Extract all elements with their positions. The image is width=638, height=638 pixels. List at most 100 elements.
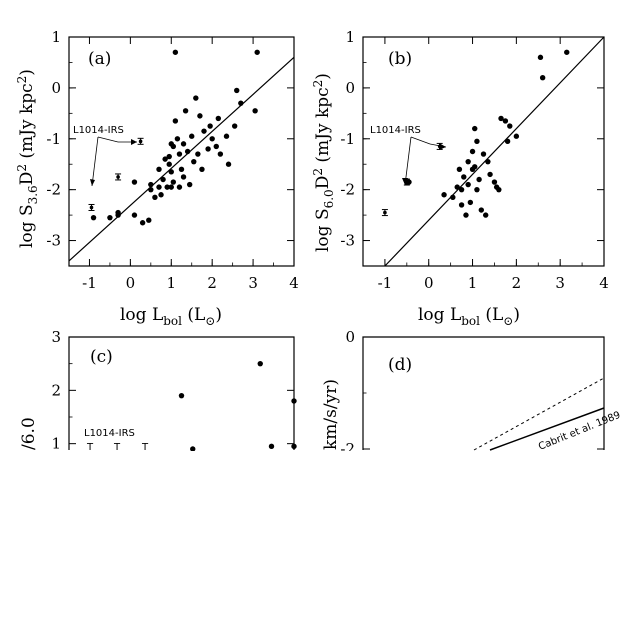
panel-c-ul-2: T xyxy=(113,442,121,453)
xlabel-b-main: log L xyxy=(418,305,461,325)
panel-d-frame xyxy=(362,336,605,450)
panel-a-point-24 xyxy=(172,49,179,55)
panel-b-upper-limit-1 xyxy=(403,178,410,186)
panel-a-point-54 xyxy=(254,49,260,55)
panel-b-point-31 xyxy=(507,123,513,129)
panel-c: (c) L1014-IRS T T T 1 2 3 /6.0 xyxy=(19,328,297,453)
panel-b-ytick-label: 1 xyxy=(345,28,355,46)
panel-a-xtick-label: 4 xyxy=(289,274,299,292)
ylabel-b-rest: D xyxy=(313,176,333,190)
panel-a-ytick-label: 0 xyxy=(51,79,61,97)
panel-a-point-45 xyxy=(213,143,219,150)
panel-a-xtick-label: 2 xyxy=(207,274,217,292)
panel-b-point-25 xyxy=(491,179,498,185)
panel-a-point-33 xyxy=(184,148,191,155)
xlabel-b-unit: (L xyxy=(485,305,503,325)
panel-c-ytick-label: 3 xyxy=(51,328,61,346)
panel-a-point-27 xyxy=(176,151,183,157)
panel-a-point-12 xyxy=(156,184,162,190)
panel-c-point-10 xyxy=(291,443,297,450)
panel-a-point-31 xyxy=(180,174,187,180)
panel-a-point-39 xyxy=(197,113,203,119)
arrow-a-2 xyxy=(91,136,99,187)
ylabel-b-sup: 2 xyxy=(311,168,325,176)
panel-a-point-5 xyxy=(131,212,138,218)
panel-a: (a) L1014-IRS -1 0 1 2 3 4 -3 -2 -1 0 1 log Lbol (… xyxy=(15,28,299,328)
panel-c-label: (c) xyxy=(90,347,113,367)
panel-b-point-3 xyxy=(450,194,456,200)
panel-a-point-32 xyxy=(182,108,189,114)
arrowhead-a-1 xyxy=(131,139,137,145)
panel-a-frame xyxy=(68,36,295,267)
panel-a-point-49 xyxy=(225,161,232,167)
arrow-a-1 xyxy=(97,136,119,143)
panel-c-point-3 xyxy=(190,446,196,452)
panel-a-point-28 xyxy=(176,184,183,190)
panel-b-point-12 xyxy=(467,199,474,206)
panel-b-point-17 xyxy=(474,138,480,145)
xlabel-a-unit: (L xyxy=(187,305,205,325)
ylabel-b-main: log S xyxy=(313,208,333,252)
xlabel-b-sun: ⊙ xyxy=(503,314,513,328)
panel-a-point-13 xyxy=(158,192,164,198)
xlabel-b-sub: bol xyxy=(461,314,480,328)
panel-a-xtick-label: 3 xyxy=(248,274,258,292)
panel-d-label: (d) xyxy=(388,355,412,375)
panel-c-upper-limits: T T T xyxy=(86,442,149,453)
panel-b-ytick-label: -3 xyxy=(340,232,355,250)
ylabel-a-sup2: 2 xyxy=(15,76,29,84)
panel-a-ylabel: log S3.6D2 (mJy kpc2) xyxy=(15,69,40,248)
xlabel-a-sub: bol xyxy=(163,314,182,328)
panel-b-xtick-label: 2 xyxy=(512,274,522,292)
panel-c-point-8 xyxy=(268,443,275,450)
panel-a-point-37 xyxy=(193,95,199,101)
panel-a-arrows xyxy=(90,136,137,187)
ylabel-a-rest: D xyxy=(17,172,37,186)
panel-a-point-43 xyxy=(207,123,213,129)
panel-b-upper-limit-0 xyxy=(381,209,388,217)
panel-b-point-8 xyxy=(461,174,467,180)
panel-a-upper-limit-1 xyxy=(115,173,122,181)
panel-a-point-0 xyxy=(90,214,97,221)
panel-c-ul-3: T xyxy=(141,442,149,453)
panel-b-point-7 xyxy=(458,186,465,193)
panel-b-label: (b) xyxy=(388,49,412,69)
panel-a-ytick-label: -3 xyxy=(46,232,61,250)
panel-c-ylabel: /6.0 xyxy=(19,417,39,450)
arrow-b-2 xyxy=(404,136,412,186)
panel-a-point-51 xyxy=(234,87,240,94)
panel-c-ytick-label: 1 xyxy=(51,435,61,453)
panel-a-upper-limit-2 xyxy=(137,137,144,145)
panel-d-ylabel: km/s/yr) xyxy=(321,379,341,450)
panel-b-point-22 xyxy=(482,212,489,218)
panel-a-point-8 xyxy=(148,181,154,188)
panel-a-xtick-label: -1 xyxy=(82,274,97,292)
panel-b-upper-limit-2 xyxy=(436,142,443,150)
panel-b-ytick-label: 0 xyxy=(345,79,355,97)
xlabel-a-close: ) xyxy=(215,305,222,325)
panel-a-point-4 xyxy=(131,179,138,185)
panel-a-ytick-label: -1 xyxy=(46,130,61,148)
panel-a-point-48 xyxy=(223,133,230,139)
arrowhead-a-2 xyxy=(90,179,95,186)
panel-b-point-27 xyxy=(496,186,502,193)
panel-b-point-29 xyxy=(502,118,509,124)
panel-b-point-19 xyxy=(476,176,482,183)
panel-b-point-33 xyxy=(537,54,544,61)
panel-a-point-16 xyxy=(164,184,170,190)
panel-b-point-35 xyxy=(564,49,570,55)
panel-a-point-35 xyxy=(189,133,195,139)
panel-a-label: (a) xyxy=(88,49,111,69)
panel-a-point-34 xyxy=(186,181,193,188)
panel-a-point-6 xyxy=(139,220,146,226)
panel-a-point-47 xyxy=(217,151,224,157)
panel-d-ytick-label: 0 xyxy=(345,328,355,346)
panel-a-point-21 xyxy=(168,184,174,190)
panel-d-dashed-fit xyxy=(473,377,605,451)
panel-b-point-23 xyxy=(485,158,491,165)
panel-b-point-6 xyxy=(458,202,465,208)
panel-b-ytick-label: -1 xyxy=(340,130,355,148)
panel-a-point-9 xyxy=(148,186,154,193)
panel-b-point-4 xyxy=(454,184,460,190)
panel-a-point-23 xyxy=(170,179,177,185)
